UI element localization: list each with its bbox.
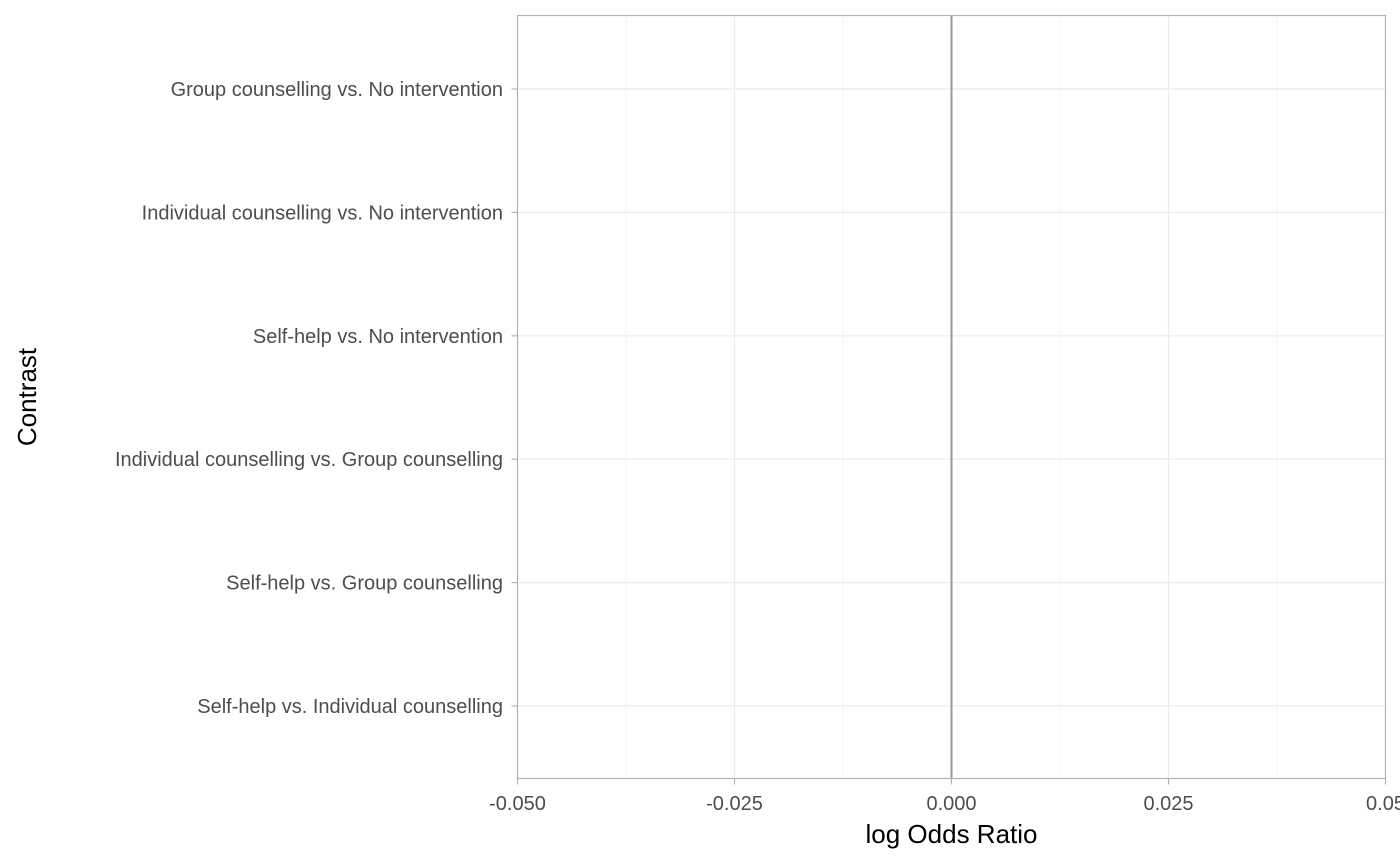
y-tick-label: Individual counselling vs. No interventi… bbox=[142, 202, 503, 224]
x-tick-label: -0.025 bbox=[706, 793, 763, 815]
y-tick-label: Self-help vs. No intervention bbox=[253, 326, 503, 348]
x-tick-label: 0.05 bbox=[1366, 793, 1400, 815]
y-tick-label: Individual counselling vs. Group counsel… bbox=[115, 449, 503, 471]
x-tick-label: 0.025 bbox=[1143, 793, 1193, 815]
y-tick-label: Self-help vs. Group counselling bbox=[226, 573, 503, 595]
x-axis-title: log Odds Ratio bbox=[866, 819, 1038, 849]
y-tick-label: Group counselling vs. No intervention bbox=[171, 79, 503, 101]
x-tick-label: -0.050 bbox=[489, 793, 546, 815]
x-tick-label: 0.000 bbox=[926, 793, 976, 815]
y-tick-label: Self-help vs. Individual counselling bbox=[197, 696, 503, 718]
y-axis-title: Contrast bbox=[12, 347, 42, 446]
